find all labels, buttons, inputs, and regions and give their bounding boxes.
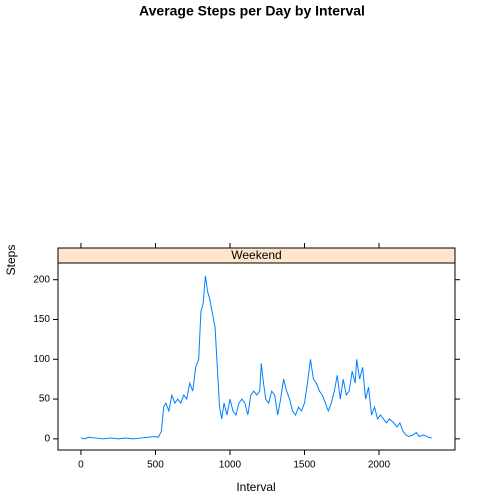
y-tick-label: 200 bbox=[33, 274, 50, 285]
x-tick-label: 0 bbox=[78, 460, 84, 471]
y-tick-label: 100 bbox=[33, 354, 50, 365]
x-axis-label: Interval bbox=[236, 480, 275, 494]
x-tick-label: 1500 bbox=[293, 460, 316, 471]
x-tick-label: 2000 bbox=[368, 460, 391, 471]
data-line bbox=[80, 275, 433, 440]
x-tick-label: 1000 bbox=[219, 460, 242, 471]
strip-label: Weekend bbox=[231, 248, 281, 262]
y-tick-label: 150 bbox=[33, 314, 50, 325]
y-tick-label: 0 bbox=[44, 434, 50, 445]
x-tick-label: 500 bbox=[147, 460, 164, 471]
y-axis-label: Steps bbox=[4, 245, 18, 276]
y-tick-label: 50 bbox=[39, 394, 51, 405]
panel bbox=[57, 262, 456, 451]
chart-title: Average Steps per Day by Interval bbox=[139, 3, 365, 19]
